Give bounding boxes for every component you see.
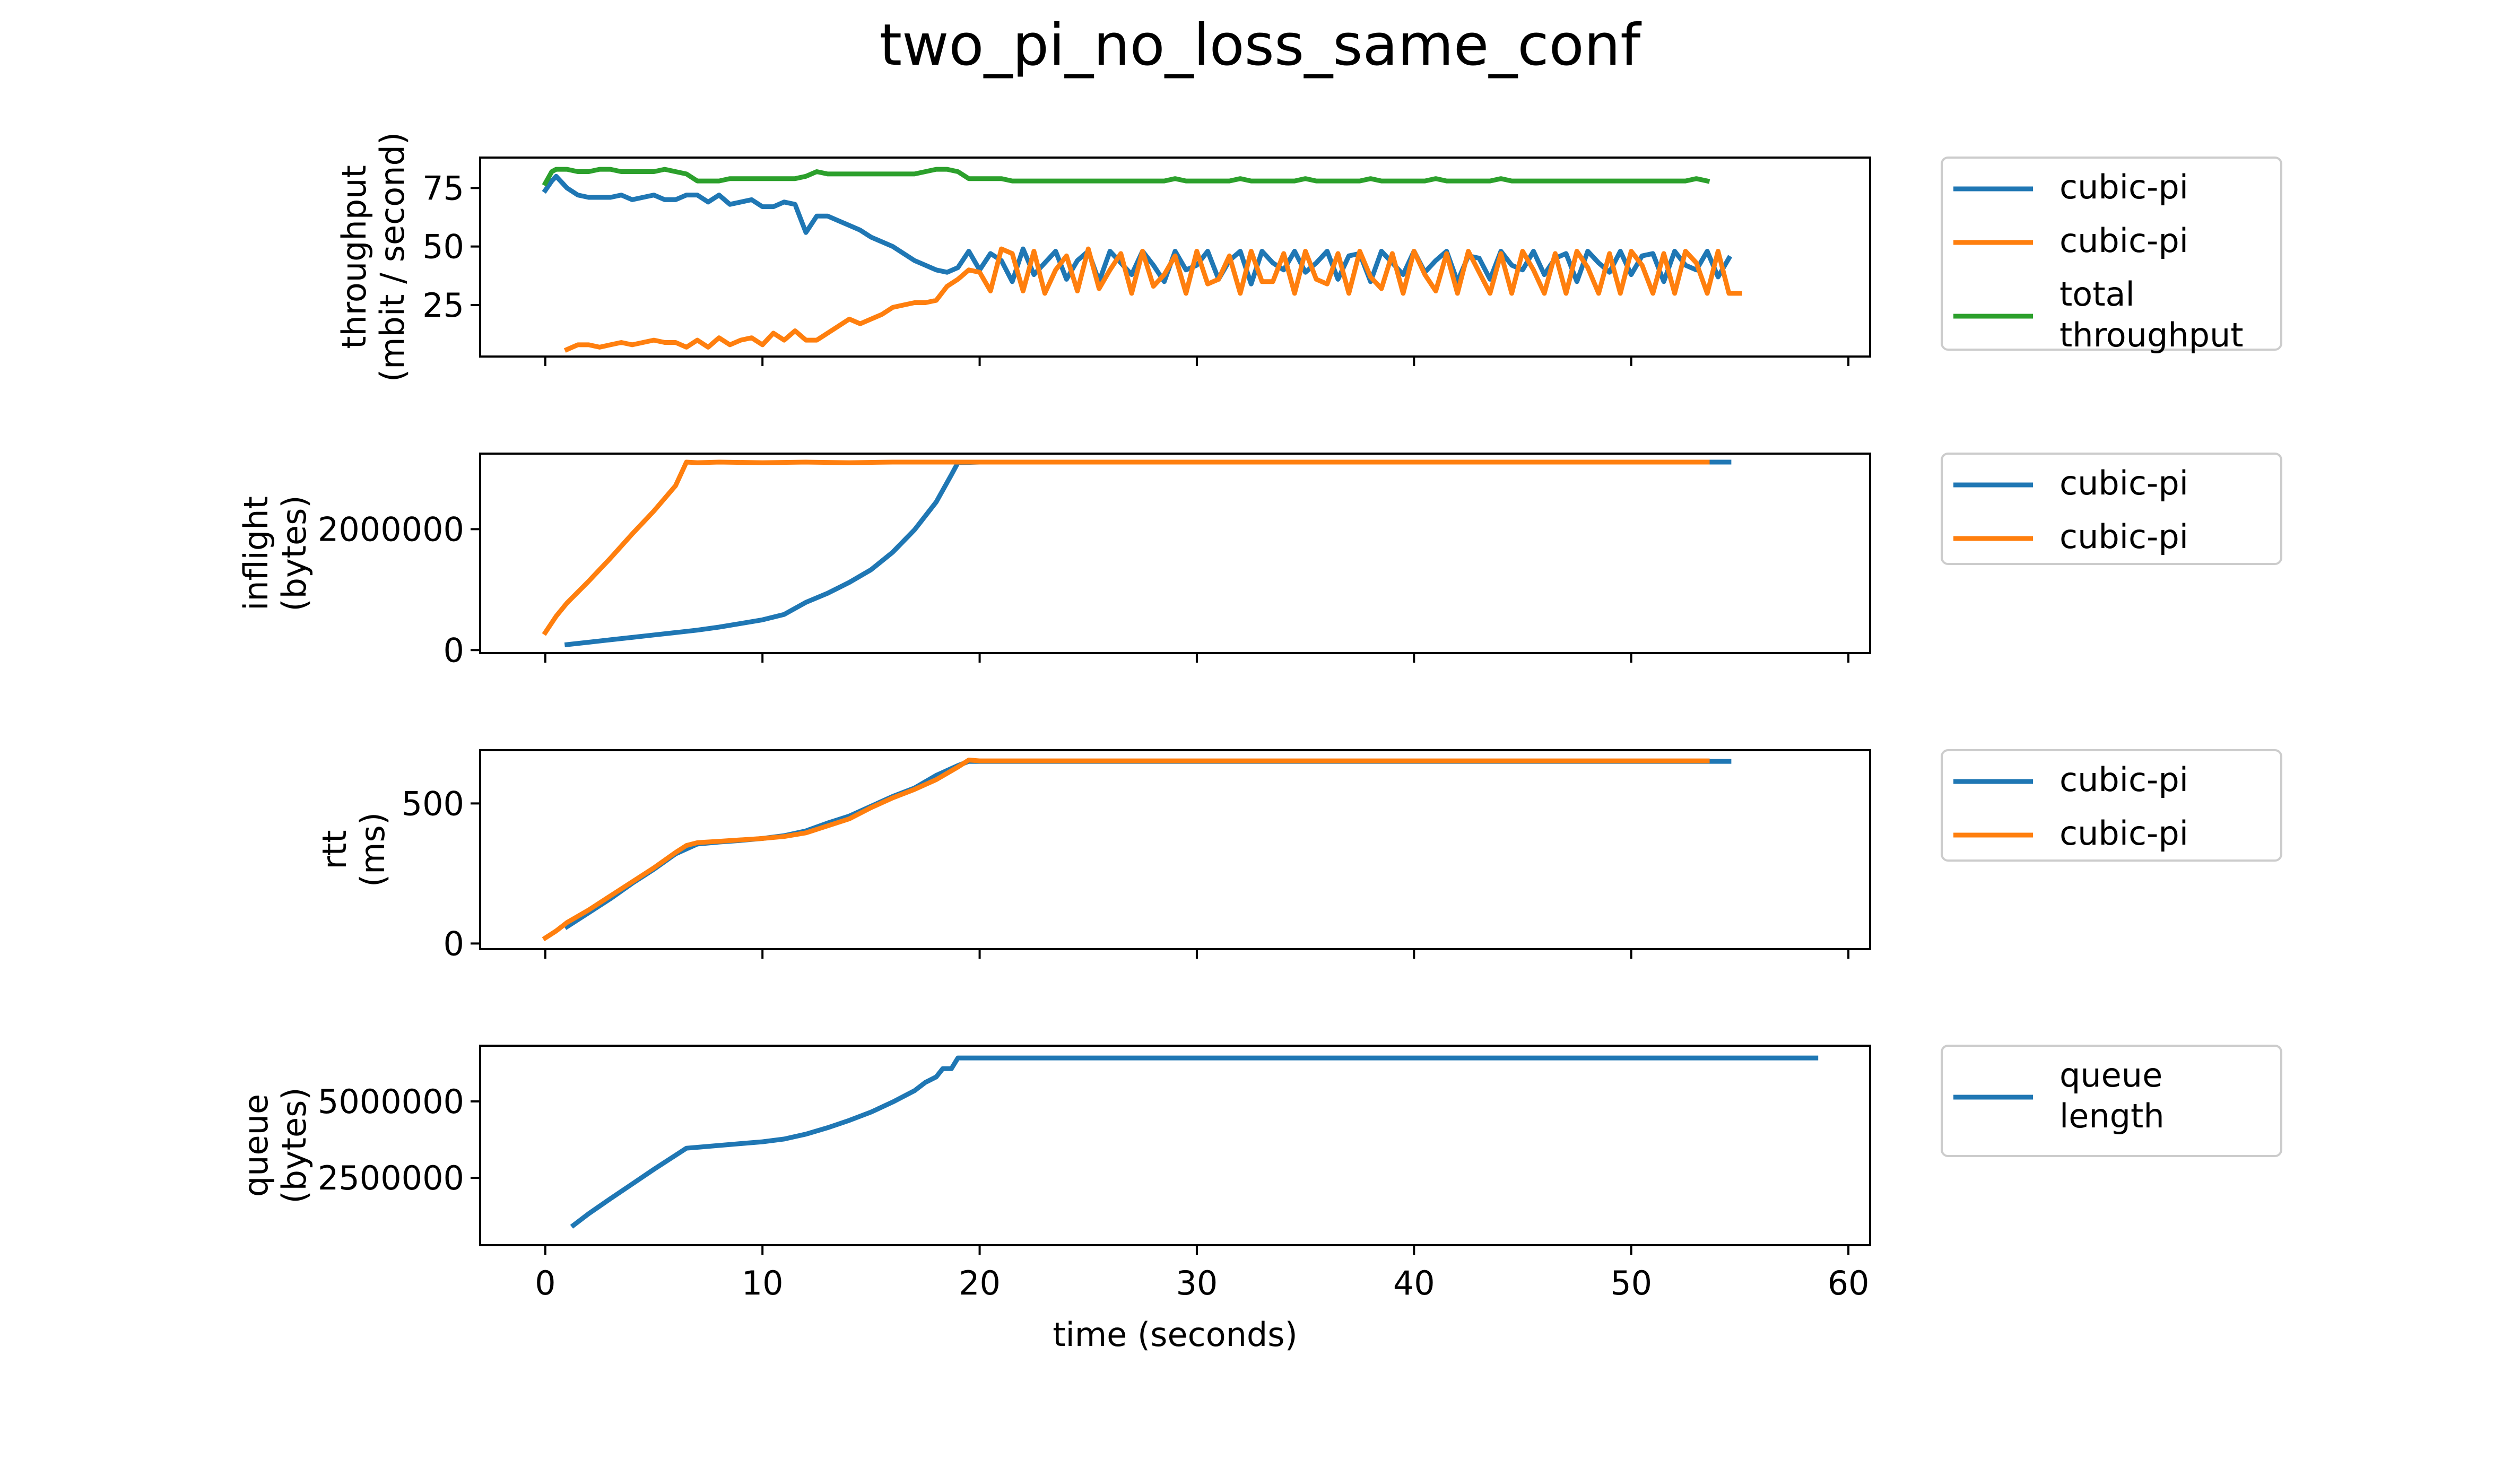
rtt-lines	[542, 758, 1732, 942]
queue-legend-label: queue	[2060, 1056, 2162, 1095]
throughput-ylabel: throughput	[335, 165, 373, 349]
queue-xtick-label: 20	[959, 1264, 1001, 1302]
inflight-legend: cubic-pi cubic-pi	[1941, 453, 2282, 565]
throughput-legend-label: total	[2060, 275, 2135, 314]
subplot-rtt: 0 500 rtt (ms) cubic-pi cubic-pi	[315, 749, 2282, 963]
rtt-ytick-label: 0	[444, 924, 464, 963]
throughput-legend-label: throughput	[2060, 316, 2244, 354]
inflight-axes-frame	[479, 453, 1871, 654]
throughput-ylabel: (mbit / second)	[373, 132, 412, 382]
queue-xlabel: time (seconds)	[1053, 1315, 1298, 1354]
inflight-ylabel: (bytes)	[275, 495, 314, 611]
throughput-lines	[542, 167, 1742, 353]
rtt-legend-label: cubic-pi	[2060, 760, 2188, 799]
throughput-series-line-2	[542, 167, 1710, 187]
subplot-inflight: 0 2000000 inflight (bytes) cubic-pi cubic-pi	[237, 453, 2282, 670]
queue-ylabel: queue	[237, 1094, 275, 1197]
queue-xtick-label: 0	[535, 1264, 555, 1302]
queue-ylabel: (bytes)	[275, 1087, 314, 1203]
queue-xtick-label: 40	[1393, 1264, 1435, 1302]
rtt-ylabel: (ms)	[353, 812, 392, 887]
throughput-ytick-label: 25	[422, 286, 464, 325]
throughput-series-line-1	[563, 246, 1742, 353]
queue-xtick-label: 30	[1176, 1264, 1218, 1302]
throughput-ytick-label: 50	[422, 228, 464, 266]
rtt-axes-frame	[479, 749, 1871, 950]
inflight-lines	[542, 459, 1732, 647]
queue-axes-frame	[479, 1045, 1871, 1246]
throughput-axes-frame	[479, 157, 1871, 358]
inflight-legend-label: cubic-pi	[2060, 464, 2188, 502]
rtt-ylabel: rtt	[315, 830, 354, 869]
throughput-legend-label: cubic-pi	[2060, 168, 2188, 206]
queue-xtick-label: 10	[742, 1264, 784, 1302]
queue-ytick-label: 5000000	[318, 1082, 464, 1121]
figure-title: two_pi_no_loss_same_conf	[880, 12, 1642, 79]
inflight-series-line-1	[542, 459, 1710, 636]
queue-legend-label: length	[2060, 1097, 2165, 1135]
queue-lines	[570, 1055, 1819, 1229]
queue-series-line-0	[570, 1055, 1819, 1229]
rtt-legend-label: cubic-pi	[2060, 814, 2188, 853]
throughput-legend-label: cubic-pi	[2060, 221, 2188, 260]
queue-legend-frame	[1941, 1045, 2282, 1157]
rtt-series-line-1	[542, 758, 1710, 942]
rtt-ytick-label: 500	[402, 784, 464, 823]
inflight-ylabel: inflight	[237, 496, 275, 611]
rtt-legend: cubic-pi cubic-pi	[1941, 749, 2282, 862]
inflight-ytick-label: 2000000	[318, 510, 464, 549]
queue-xtick-label: 60	[1828, 1264, 1870, 1302]
throughput-legend-frame	[1941, 157, 2282, 351]
queue-xtick-label: 50	[1610, 1264, 1652, 1302]
inflight-ytick-label: 0	[444, 631, 464, 670]
throughput-ytick-label: 75	[422, 169, 464, 207]
inflight-legend-label: cubic-pi	[2060, 517, 2188, 556]
queue-ytick-label: 2500000	[318, 1159, 464, 1197]
